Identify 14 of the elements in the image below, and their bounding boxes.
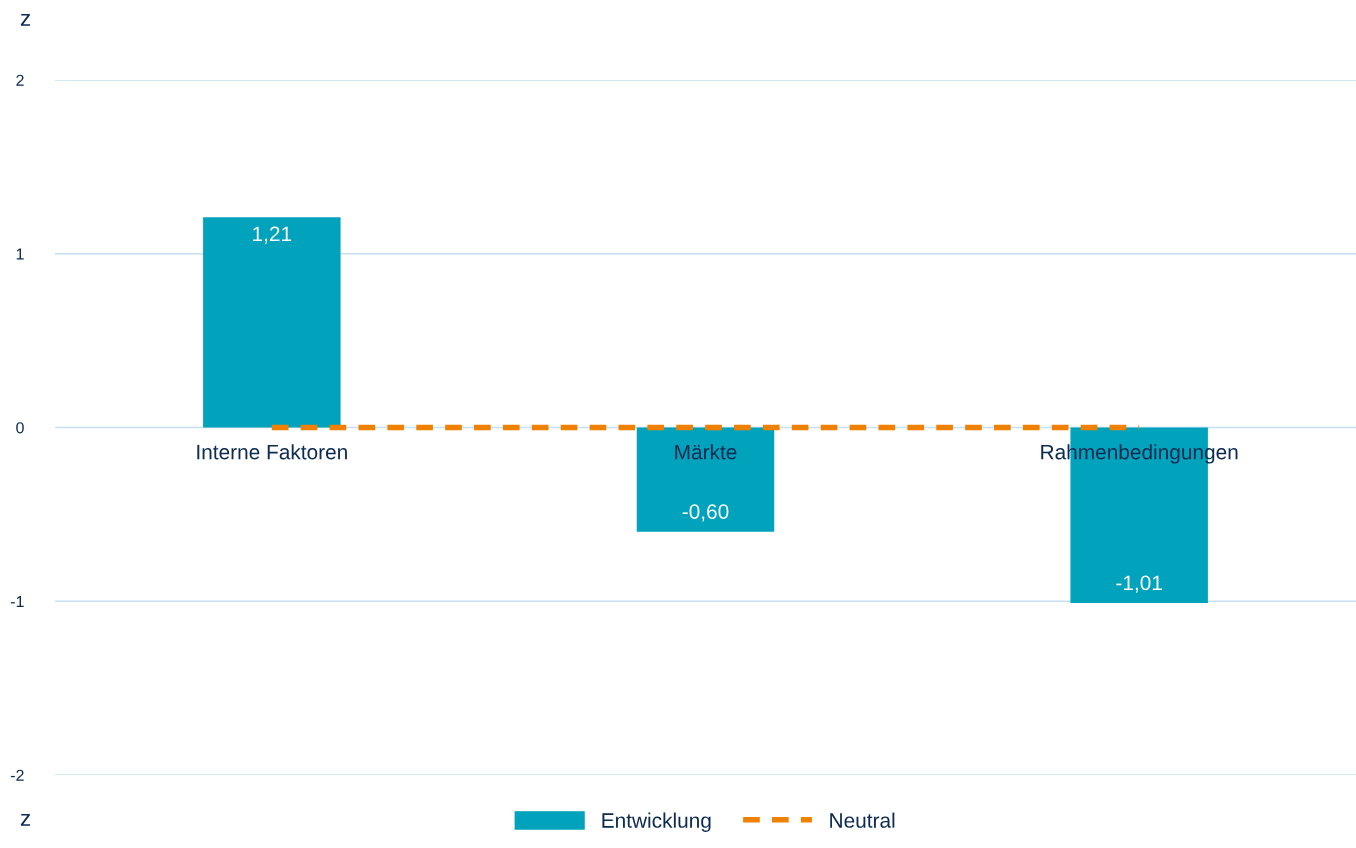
y-tick-label: 0 — [16, 422, 24, 434]
y-tick-label: -2 — [10, 769, 24, 781]
legend-label: Entwicklung — [602, 812, 711, 832]
x-tick-label: Märkte — [675, 444, 737, 460]
y-tick-label: 2 — [16, 74, 24, 86]
x-tick-label: Interne Faktoren — [197, 444, 347, 460]
legend-label: Neutral — [830, 812, 895, 828]
text: z — [20, 814, 30, 826]
y-tick-label: -1 — [10, 596, 24, 608]
y-tick-label: 1 — [16, 248, 24, 260]
data-label: 1,21 — [253, 226, 292, 244]
text: z — [20, 14, 30, 26]
data-label: -0,60 — [682, 504, 729, 522]
data-label: -1,01 — [1116, 575, 1162, 593]
